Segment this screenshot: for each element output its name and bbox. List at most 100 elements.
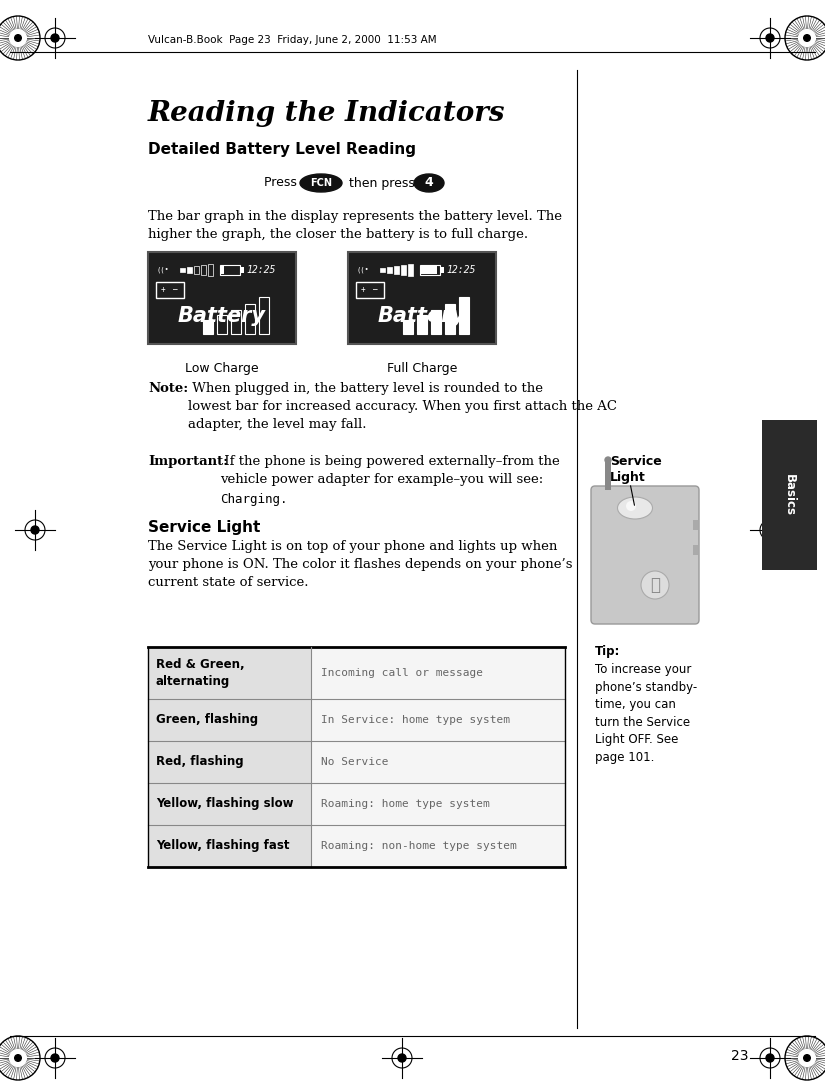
Bar	[380, 268, 385, 272]
Text: ((•: ((•	[356, 267, 369, 273]
Text: Green, flashing: Green, flashing	[156, 714, 258, 727]
Text: Yellow, flashing slow: Yellow, flashing slow	[156, 798, 294, 811]
Text: 23: 23	[731, 1049, 749, 1063]
Bar	[441, 267, 444, 273]
Text: Charging.: Charging.	[220, 493, 287, 506]
Text: Vulcan-B.Book  Page 23  Friday, June 2, 2000  11:53 AM: Vulcan-B.Book Page 23 Friday, June 2, 20…	[148, 35, 436, 45]
Bar	[148, 698, 311, 741]
Bar	[693, 520, 698, 530]
Bar	[693, 545, 698, 555]
Circle shape	[605, 457, 611, 463]
Text: –: –	[172, 285, 177, 295]
Bar	[394, 265, 399, 274]
Text: then press: then press	[345, 176, 419, 189]
Bar	[431, 310, 441, 334]
Text: Low Charge: Low Charge	[185, 362, 259, 375]
Bar	[148, 741, 311, 783]
Circle shape	[10, 1050, 26, 1066]
Text: To increase your
phone’s standby-
time, you can
turn the Service
Light OFF. See
: To increase your phone’s standby- time, …	[595, 663, 697, 764]
Ellipse shape	[414, 174, 444, 191]
Bar	[387, 267, 392, 273]
Text: Roaming: home type system: Roaming: home type system	[321, 799, 490, 809]
Bar	[445, 304, 455, 334]
Bar	[259, 297, 269, 334]
Bar	[417, 316, 427, 334]
Text: higher the graph, the closer the battery is to full charge.: higher the graph, the closer the battery…	[148, 228, 528, 242]
Bar	[421, 265, 437, 274]
Text: Service Light: Service Light	[148, 520, 261, 535]
Text: 4: 4	[425, 176, 433, 189]
Text: Note:: Note:	[148, 382, 188, 395]
Text: ((•: ((•	[156, 267, 169, 273]
Bar	[221, 265, 224, 274]
Bar	[311, 698, 565, 741]
Text: The Service Light is on top of your phone and lights up when
your phone is ON. T: The Service Light is on top of your phon…	[148, 540, 573, 589]
Bar	[311, 783, 565, 825]
Circle shape	[804, 35, 810, 41]
Bar	[245, 304, 255, 334]
Bar	[311, 741, 565, 783]
Bar	[459, 297, 469, 334]
Text: Detailed Battery Level Reading: Detailed Battery Level Reading	[148, 143, 416, 157]
Text: FCN: FCN	[310, 178, 332, 188]
Text: The bar graph in the display represents the battery level. The: The bar graph in the display represents …	[148, 210, 562, 223]
Text: +: +	[161, 285, 165, 295]
Circle shape	[31, 526, 39, 534]
Circle shape	[10, 29, 26, 47]
Bar	[408, 264, 413, 276]
Text: When plugged in, the battery level is rounded to the
lowest bar for increased ac: When plugged in, the battery level is ro…	[188, 382, 617, 431]
Text: Roaming: non-home type system: Roaming: non-home type system	[321, 841, 516, 851]
Bar	[311, 825, 565, 867]
Circle shape	[641, 571, 669, 599]
Bar	[241, 267, 244, 273]
Text: –: –	[373, 285, 377, 295]
Bar	[148, 647, 311, 698]
Text: Battery: Battery	[178, 306, 266, 326]
Text: Incoming call or message: Incoming call or message	[321, 668, 483, 678]
Text: Service
Light: Service Light	[610, 455, 662, 484]
Bar	[401, 265, 406, 275]
Ellipse shape	[617, 497, 653, 519]
Text: Important:: Important:	[148, 455, 229, 468]
Text: In Service: home type system: In Service: home type system	[321, 715, 510, 725]
Text: Red & Green,
alternating: Red & Green, alternating	[156, 658, 245, 688]
Bar	[217, 316, 227, 334]
Bar	[187, 267, 192, 273]
Text: Yellow, flashing fast: Yellow, flashing fast	[156, 840, 290, 853]
Text: Full Charge: Full Charge	[387, 362, 457, 375]
Circle shape	[51, 34, 59, 42]
Text: No Service: No Service	[321, 757, 389, 767]
Circle shape	[626, 500, 636, 511]
Circle shape	[799, 29, 815, 47]
Bar	[403, 320, 413, 334]
Bar	[203, 320, 213, 334]
Bar	[311, 647, 565, 698]
Text: Red, flashing: Red, flashing	[156, 755, 243, 768]
Ellipse shape	[300, 174, 342, 191]
FancyBboxPatch shape	[591, 486, 699, 625]
Bar	[348, 252, 496, 344]
Bar	[356, 282, 384, 298]
Text: Basics: Basics	[782, 474, 795, 516]
Text: Ⓜ: Ⓜ	[650, 576, 660, 594]
Text: If the phone is being powered externally–from the
vehicle power adapter for exam: If the phone is being powered externally…	[220, 455, 559, 486]
Text: 12:25: 12:25	[246, 265, 276, 275]
Circle shape	[766, 526, 774, 534]
Bar	[220, 265, 240, 275]
Bar	[208, 264, 213, 276]
Bar	[762, 420, 817, 570]
Circle shape	[766, 34, 774, 42]
Text: Battery: Battery	[378, 306, 466, 326]
Text: +: +	[361, 285, 365, 295]
Bar	[420, 265, 440, 275]
Bar	[148, 825, 311, 867]
Bar	[201, 265, 206, 275]
Circle shape	[799, 1050, 815, 1066]
Circle shape	[51, 1054, 59, 1062]
Bar	[148, 783, 311, 825]
Circle shape	[766, 1054, 774, 1062]
Bar	[605, 460, 611, 490]
Bar	[148, 252, 296, 344]
Circle shape	[15, 35, 21, 41]
Circle shape	[15, 1054, 21, 1061]
